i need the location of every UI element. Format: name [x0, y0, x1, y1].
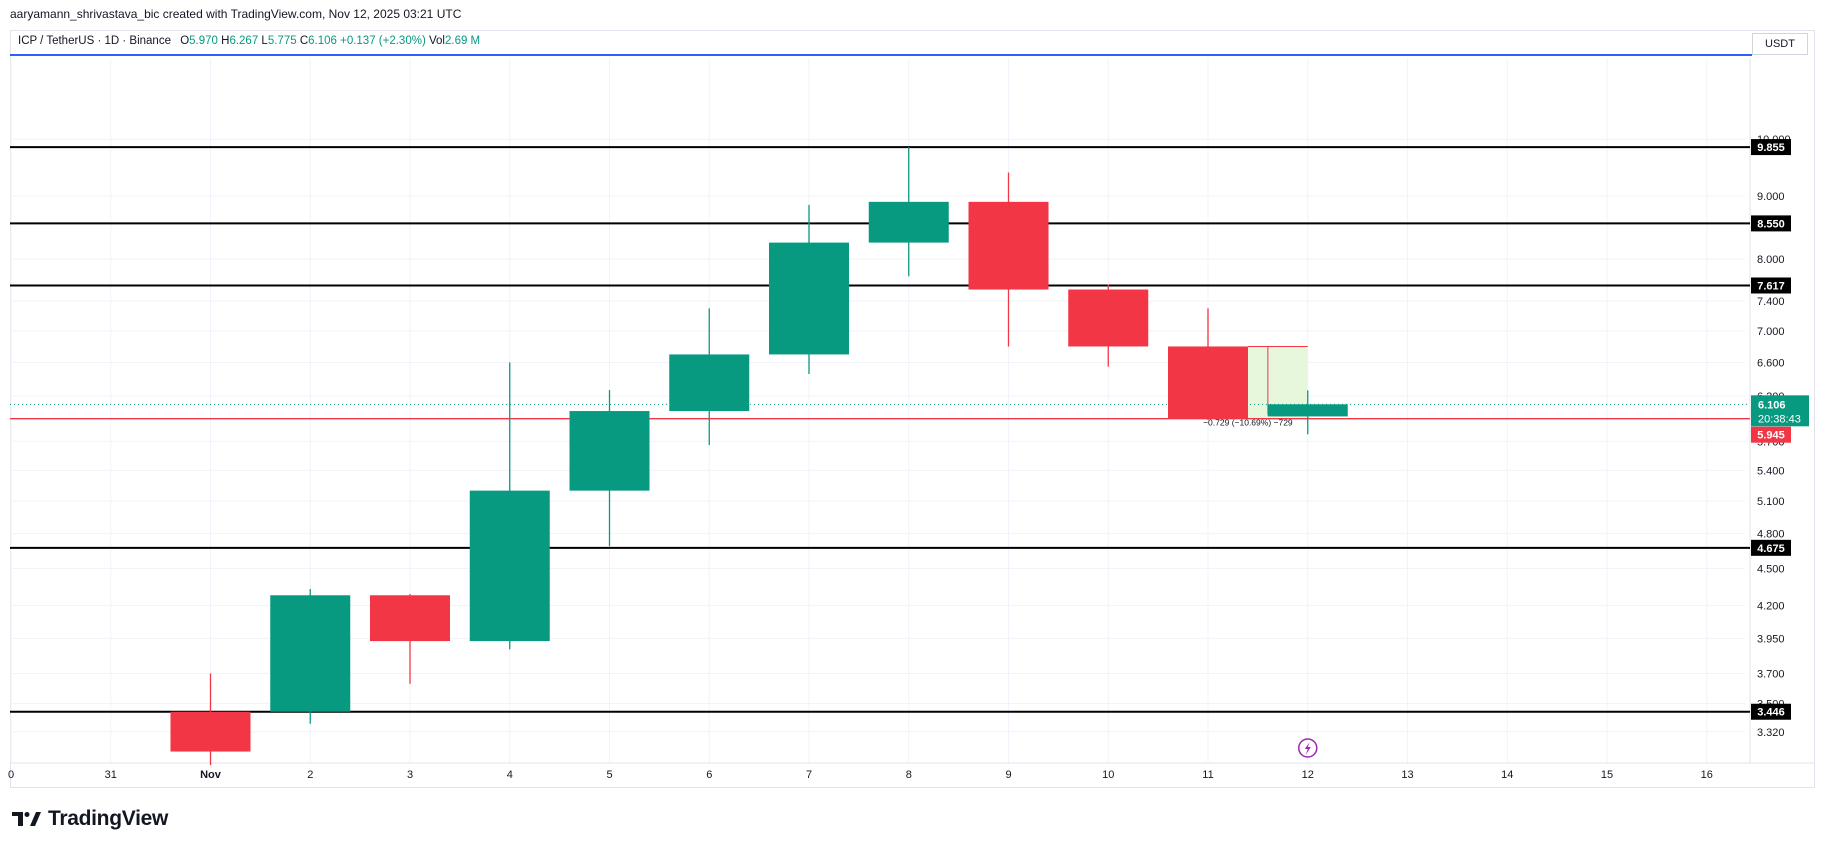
high-value: 6.267	[229, 35, 259, 47]
candle-body	[270, 595, 351, 712]
chart-attribution: aaryamann_shrivastava_bic created with T…	[10, 7, 462, 21]
y-tick-label: 8.000	[1757, 254, 1785, 266]
x-tick-label: 2	[307, 769, 313, 781]
symbol-name[interactable]: ICP / TetherUS · 1D · Binance	[18, 35, 171, 47]
x-tick-label: 5	[606, 769, 612, 781]
brand[interactable]: TradingView	[12, 807, 168, 831]
x-tick-label: 14	[1501, 769, 1513, 781]
y-tick-label: 6.600	[1757, 358, 1785, 370]
y-tick-label: 7.400	[1757, 296, 1785, 308]
level-price-tag: 7.617	[1757, 280, 1785, 292]
level-price-tag-bg	[1751, 539, 1791, 556]
level-price-tag-bg	[1751, 139, 1791, 156]
candle-body	[469, 490, 550, 642]
y-tick-label: 3.320	[1757, 727, 1785, 739]
change-value: +0.137 (+2.30%)	[340, 35, 426, 47]
volume-value: 2.69 M	[444, 35, 481, 47]
level-price-tag-bg	[1751, 703, 1791, 720]
x-tick-label: 12	[1302, 769, 1314, 781]
candle-body	[769, 242, 849, 355]
candle-body	[170, 711, 251, 752]
level-price-tag: 9.855	[1757, 142, 1785, 154]
last-price-tag: 6.106	[1758, 399, 1786, 411]
level-price-tag-bg	[1751, 277, 1791, 294]
close-label: C	[299, 35, 309, 47]
x-tick-label: 16	[1701, 769, 1713, 781]
open-value: 5.970	[189, 35, 218, 47]
y-tick-label: 7.000	[1757, 326, 1785, 338]
y-tick-label: 3.950	[1757, 633, 1785, 645]
x-tick-label: 9	[1005, 769, 1011, 781]
lightning-glyph	[1304, 742, 1311, 755]
countdown-timer: 20:38:43	[1758, 413, 1801, 425]
y-tick-label: 5.100	[1757, 496, 1785, 508]
last-price-tag-bg	[1751, 395, 1809, 427]
brand-name: TradingView	[48, 807, 169, 830]
tradingview-logo-icon	[12, 812, 41, 826]
y-tick-label: 9.000	[1757, 191, 1785, 203]
candle-body	[868, 201, 949, 243]
low-label: L	[261, 35, 268, 47]
low-value: 5.775	[267, 35, 297, 47]
candle-body	[370, 595, 450, 642]
x-tick-label: 31	[105, 769, 117, 781]
y-tick-label: 3.700	[1757, 669, 1785, 681]
candle-body	[1068, 289, 1149, 347]
x-tick-label: 6	[706, 769, 712, 781]
x-tick-label: 15	[1601, 769, 1613, 781]
volume-label: Vol	[428, 35, 445, 47]
level-price-tag: 4.675	[1757, 543, 1785, 555]
y-tick-label: 4.800	[1757, 529, 1785, 541]
currency-selector[interactable]: USDT	[1752, 33, 1808, 55]
measure-label: −0.729 (−10.69%) −729	[1203, 418, 1293, 428]
candle-body	[968, 201, 1049, 290]
y-tick-label: 5.400	[1757, 465, 1785, 477]
x-tick-label: 8	[906, 769, 912, 781]
level-price-tag: 8.550	[1757, 218, 1785, 230]
candle-body	[1168, 346, 1248, 419]
x-tick-label: 10	[1102, 769, 1114, 781]
x-tick-label: 4	[507, 769, 513, 781]
level-price-tag: 3.446	[1757, 707, 1785, 719]
x-tick-label: Nov	[200, 769, 222, 781]
y-tick-label: 4.200	[1757, 600, 1785, 612]
high-label: H	[221, 35, 230, 47]
candle-body	[569, 411, 650, 491]
y-tick-label: 4.500	[1757, 563, 1785, 575]
open-label: O	[180, 35, 190, 47]
close-value: 6.106	[308, 35, 337, 47]
x-tick-label: 7	[806, 769, 812, 781]
x-tick-label: 3	[407, 769, 413, 781]
alert-price-tag-bg	[1751, 426, 1791, 443]
x-tick-label: 11	[1202, 769, 1213, 781]
x-tick-label: 13	[1401, 769, 1413, 781]
level-price-tag-bg	[1751, 215, 1791, 232]
alert-price-tag: 5.945	[1757, 430, 1785, 442]
candle-body	[669, 354, 750, 412]
candle-body	[1267, 404, 1348, 417]
symbol-legend[interactable]: ICP / TetherUS · 1D · Binance O5.970 H6.…	[18, 35, 480, 47]
x-tick-label: 0	[8, 769, 14, 781]
